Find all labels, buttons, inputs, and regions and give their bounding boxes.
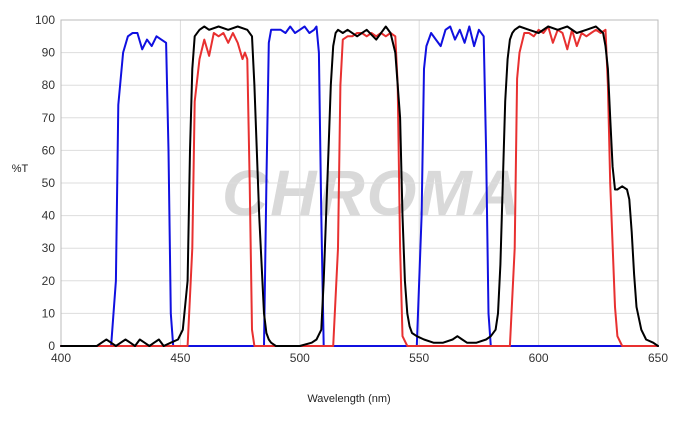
y-tick-label: 10 xyxy=(42,306,56,320)
x-tick-label: 500 xyxy=(290,351,310,365)
y-tick-label: 80 xyxy=(42,78,56,92)
tick-labels: 400 450 500 550 600 650 0 10 20 30 40 50 60 70 80 90 100 xyxy=(35,13,668,365)
x-axis-label: Wavelength (nm) xyxy=(307,393,390,405)
series-group xyxy=(60,25,659,347)
blue-filter-curve xyxy=(60,25,659,347)
x-tick-label: 450 xyxy=(170,351,190,365)
y-axis-label: %T xyxy=(12,163,29,175)
y-tick-label: 70 xyxy=(42,111,56,125)
y-tick-label: 60 xyxy=(42,143,56,157)
y-tick-label: 0 xyxy=(48,339,55,353)
y-tick-label: 100 xyxy=(35,13,55,27)
y-tick-label: 30 xyxy=(42,241,56,255)
x-tick-label: 550 xyxy=(409,351,429,365)
y-tick-label: 20 xyxy=(42,274,56,288)
grid xyxy=(60,19,659,347)
x-tick-label: 400 xyxy=(51,351,71,365)
y-tick-label: 90 xyxy=(42,46,56,60)
x-tick-label: 600 xyxy=(529,351,549,365)
y-tick-label: 40 xyxy=(42,209,56,223)
chart-watermark: CHROMA xyxy=(222,157,522,229)
black-filter-curve xyxy=(60,25,659,347)
y-tick-label: 50 xyxy=(42,176,56,190)
x-tick-label: 650 xyxy=(648,351,668,365)
